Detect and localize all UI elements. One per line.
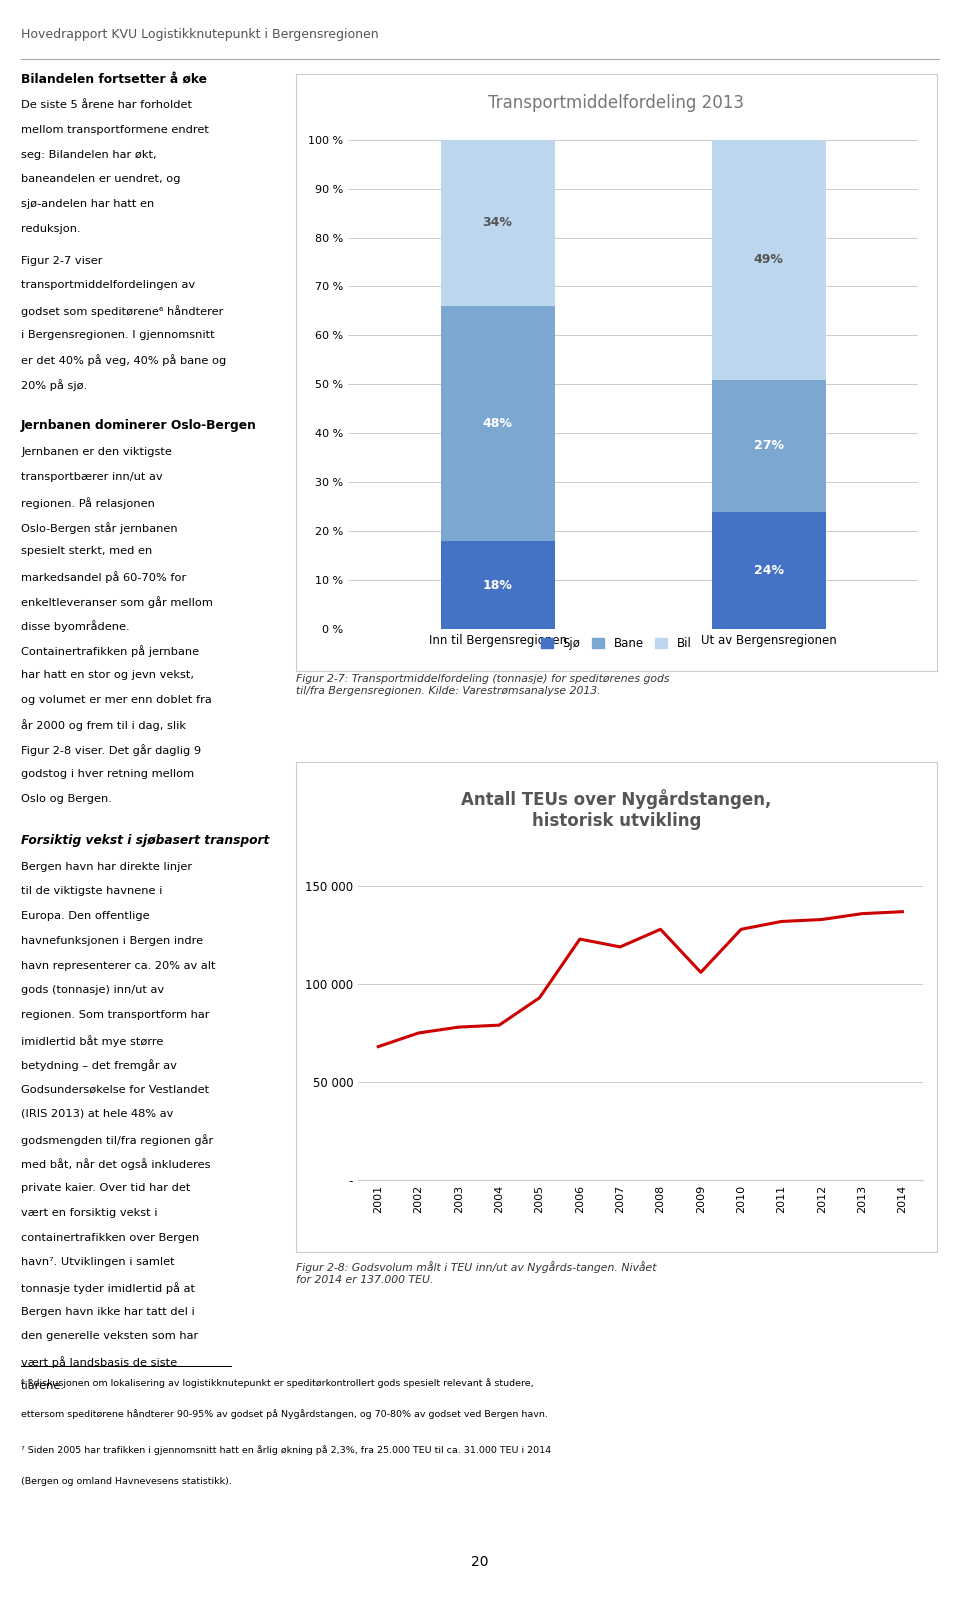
Text: er det 40% på veg, 40% på bane og: er det 40% på veg, 40% på bane og <box>21 355 227 366</box>
Text: enkeltleveranser som går mellom: enkeltleveranser som går mellom <box>21 595 213 608</box>
Text: (IRIS 2013) at hele 48% av: (IRIS 2013) at hele 48% av <box>21 1109 174 1119</box>
Text: tiårene.: tiårene. <box>21 1380 65 1392</box>
Text: Bergen havn har direkte linjer: Bergen havn har direkte linjer <box>21 862 192 872</box>
Text: 18%: 18% <box>483 579 513 592</box>
Text: godset som speditørene⁶ håndterer: godset som speditørene⁶ håndterer <box>21 305 224 316</box>
Text: transportbærer inn/ut av: transportbærer inn/ut av <box>21 472 163 481</box>
Text: (Bergen og omland Havnevesens statistikk).: (Bergen og omland Havnevesens statistikk… <box>21 1477 232 1486</box>
Text: reduksjon.: reduksjon. <box>21 223 81 234</box>
Text: 20: 20 <box>471 1555 489 1568</box>
Text: år 2000 og frem til i dag, slik: år 2000 og frem til i dag, slik <box>21 719 186 732</box>
Text: 49%: 49% <box>754 254 783 266</box>
Text: seg: Bilandelen har økt,: seg: Bilandelen har økt, <box>21 149 156 160</box>
Text: sjø-andelen har hatt en: sjø-andelen har hatt en <box>21 199 155 209</box>
Text: med båt, når det også inkluderes: med båt, når det også inkluderes <box>21 1159 210 1170</box>
Text: den generelle veksten som har: den generelle veksten som har <box>21 1332 199 1342</box>
Text: ettersom speditørene håndterer 90-95% av godset på Nygårdstangen, og 70-80% av g: ettersom speditørene håndterer 90-95% av… <box>21 1409 548 1419</box>
Text: betydning – det fremgår av: betydning – det fremgår av <box>21 1059 177 1072</box>
Text: Antall TEUs over Nygårdstangen,
historisk utvikling: Antall TEUs over Nygårdstangen, historis… <box>461 790 772 830</box>
Bar <box>711 512 826 629</box>
Text: Figur 2-8: Godsvolum målt i TEU inn/ut av Nygårds-tangen. Nivået
for 2014 er 137: Figur 2-8: Godsvolum målt i TEU inn/ut a… <box>296 1262 657 1286</box>
Text: Oslo og Bergen.: Oslo og Bergen. <box>21 793 112 804</box>
Text: vært en forsiktig vekst i: vært en forsiktig vekst i <box>21 1209 157 1218</box>
Text: Figur 2-7 viser: Figur 2-7 viser <box>21 255 103 266</box>
Text: havnefunksjonen i Bergen indre: havnefunksjonen i Bergen indre <box>21 936 204 945</box>
Text: Figur 2-8 viser. Det går daglig 9: Figur 2-8 viser. Det går daglig 9 <box>21 745 202 756</box>
Legend: Sjø, Bane, Bil: Sjø, Bane, Bil <box>537 632 696 655</box>
Text: imidlertid båt mye større: imidlertid båt mye større <box>21 1035 163 1046</box>
Text: disse byområdene.: disse byområdene. <box>21 621 130 632</box>
Text: vært på landsbasis de siste: vært på landsbasis de siste <box>21 1356 178 1367</box>
Text: godsmengden til/fra regionen går: godsmengden til/fra regionen går <box>21 1133 213 1146</box>
Text: Figur 2-7: Transportmiddelfordeling (tonnasje) for speditørenes gods
til/fra Ber: Figur 2-7: Transportmiddelfordeling (ton… <box>296 674 669 695</box>
Text: Oslo-Bergen står jernbanen: Oslo-Bergen står jernbanen <box>21 522 178 533</box>
Text: Transportmiddelfordeling 2013: Transportmiddelfordeling 2013 <box>489 93 744 112</box>
Text: 24%: 24% <box>754 563 783 576</box>
Text: til de viktigste havnene i: til de viktigste havnene i <box>21 886 162 897</box>
Text: regionen. Som transportform har: regionen. Som transportform har <box>21 1010 209 1021</box>
Text: 20% på sjø.: 20% på sjø. <box>21 379 87 392</box>
Text: gods (tonnasje) inn/ut av: gods (tonnasje) inn/ut av <box>21 985 164 995</box>
Text: 48%: 48% <box>483 417 513 430</box>
Text: Bergen havn ikke har tatt del i: Bergen havn ikke har tatt del i <box>21 1306 195 1316</box>
Text: Bilandelen fortsetter å øke: Bilandelen fortsetter å øke <box>21 72 207 85</box>
Text: De siste 5 årene har forholdet: De siste 5 årene har forholdet <box>21 100 192 111</box>
Text: tonnasje tyder imidlertid på at: tonnasje tyder imidlertid på at <box>21 1282 195 1294</box>
Text: havn⁷. Utviklingen i samlet: havn⁷. Utviklingen i samlet <box>21 1257 175 1268</box>
Text: Godsundersøkelse for Vestlandet: Godsundersøkelse for Vestlandet <box>21 1085 209 1095</box>
Text: Jernbanen er den viktigste: Jernbanen er den viktigste <box>21 448 172 457</box>
Text: markedsandel på 60-70% for: markedsandel på 60-70% for <box>21 571 186 583</box>
Bar <box>441 307 555 541</box>
Text: mellom transportformene endret: mellom transportformene endret <box>21 125 209 135</box>
Text: i Bergensregionen. I gjennomsnitt: i Bergensregionen. I gjennomsnitt <box>21 329 215 340</box>
Text: private kaier. Over tid har det: private kaier. Over tid har det <box>21 1183 190 1193</box>
Text: ⁶ I diskusjonen om lokalisering av logistikknutepunkt er speditørkontrollert god: ⁶ I diskusjonen om lokalisering av logis… <box>21 1377 534 1388</box>
Bar <box>441 140 555 307</box>
Text: regionen. På relasjonen: regionen. På relasjonen <box>21 498 155 509</box>
Text: 27%: 27% <box>754 440 783 453</box>
Text: spesielt sterkt, med en: spesielt sterkt, med en <box>21 546 153 557</box>
Text: har hatt en stor og jevn vekst,: har hatt en stor og jevn vekst, <box>21 669 194 681</box>
Text: og volumet er mer enn doblet fra: og volumet er mer enn doblet fra <box>21 695 212 705</box>
Text: Containertrafikken på jernbane: Containertrafikken på jernbane <box>21 645 200 656</box>
Text: Jernbanen dominerer Oslo-Bergen: Jernbanen dominerer Oslo-Bergen <box>21 419 257 432</box>
Text: ⁷ Siden 2005 har trafikken i gjennomsnitt hatt en årlig økning på 2,3%, fra 25.0: ⁷ Siden 2005 har trafikken i gjennomsnit… <box>21 1446 551 1456</box>
Text: Hovedrapport KVU Logistikknutepunkt i Bergensregionen: Hovedrapport KVU Logistikknutepunkt i Be… <box>21 29 379 42</box>
Text: baneandelen er uendret, og: baneandelen er uendret, og <box>21 175 180 185</box>
Bar <box>711 140 826 379</box>
Text: havn representerer ca. 20% av alt: havn representerer ca. 20% av alt <box>21 961 216 971</box>
Text: 34%: 34% <box>483 217 513 230</box>
Bar <box>711 379 826 512</box>
Bar <box>441 541 555 629</box>
Text: containertrafikken over Bergen: containertrafikken over Bergen <box>21 1233 200 1242</box>
Text: godstog i hver retning mellom: godstog i hver retning mellom <box>21 769 194 778</box>
Text: transportmiddelfordelingen av: transportmiddelfordelingen av <box>21 281 195 291</box>
Text: Forsiktig vekst i sjøbasert transport: Forsiktig vekst i sjøbasert transport <box>21 833 270 847</box>
Text: Europa. Den offentlige: Europa. Den offentlige <box>21 912 150 921</box>
